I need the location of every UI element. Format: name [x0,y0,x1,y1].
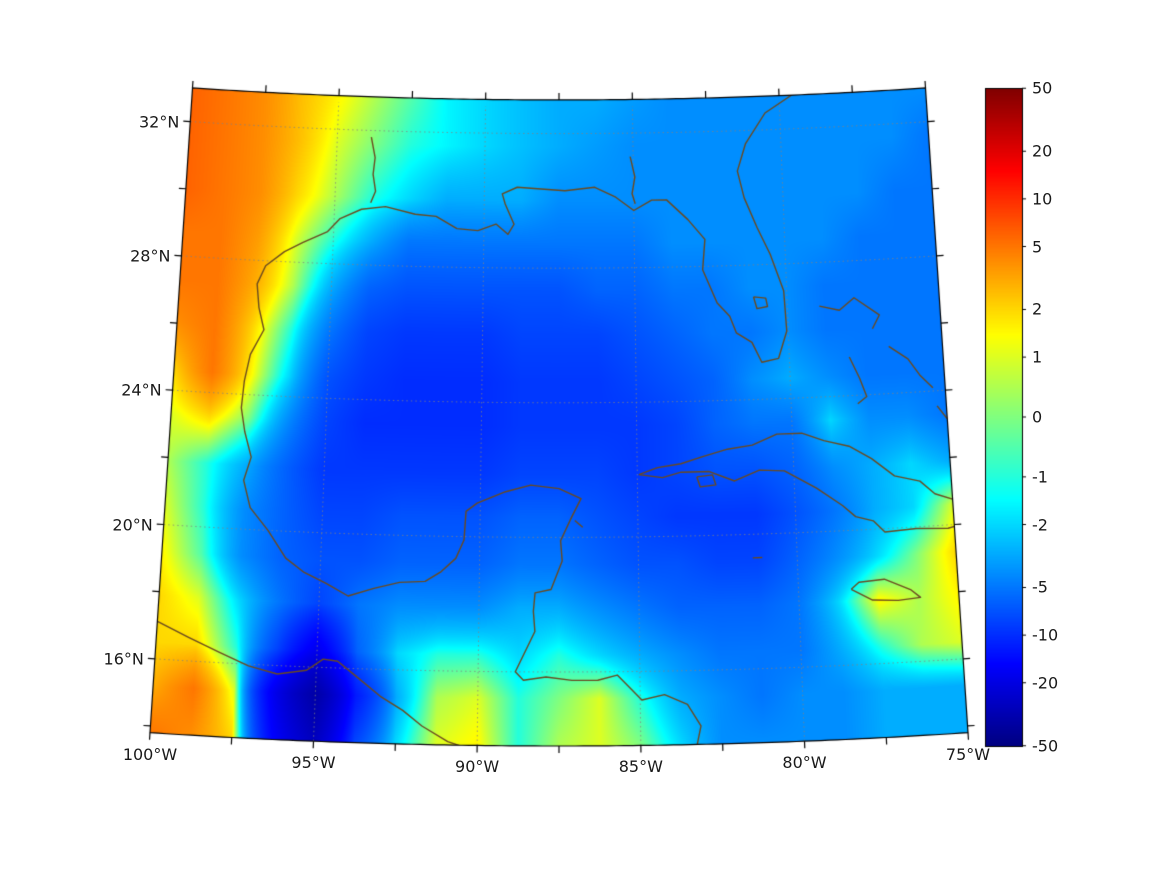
figure: 32°N 28°N 24°N 20°N 16°N 100°W 95°W 90°W 85°W 80°… [0,0,1167,875]
gulf-of-mexico-heatmap-canvas [0,0,1167,875]
